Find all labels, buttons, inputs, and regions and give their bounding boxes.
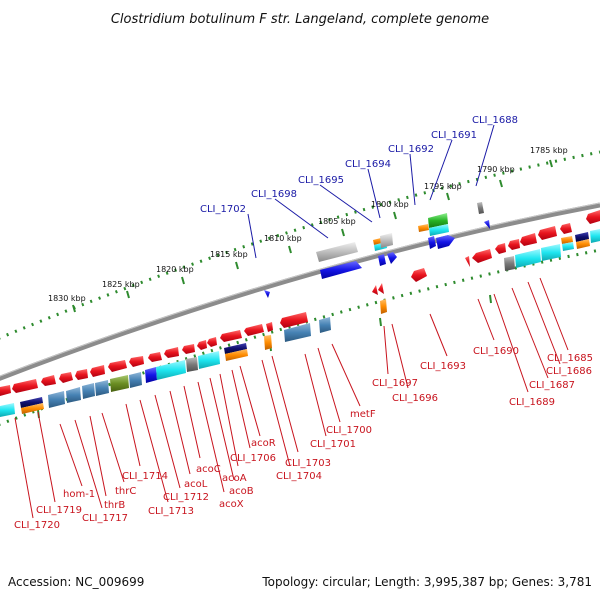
tick-label-1795: 1795 kbp (424, 182, 462, 191)
gene-cli-1696-box[interactable] (380, 299, 387, 314)
label-hom-1[interactable]: hom-1 (63, 489, 95, 500)
tick-label-1810: 1810 kbp (264, 234, 302, 243)
label-cli-1694[interactable]: CLI_1694 (345, 159, 391, 170)
gene-cli-1697-arrow[interactable] (372, 285, 378, 295)
label-cli-1713[interactable]: CLI_1713 (148, 506, 194, 517)
tick-label-1815: 1815 kbp (210, 250, 248, 259)
label-acol[interactable]: acoL (184, 479, 208, 490)
gene-acor-box[interactable] (224, 343, 247, 354)
label-cli-1690[interactable]: CLI_1690 (473, 346, 519, 357)
label-cli-1720[interactable]: CLI_1720 (14, 520, 60, 531)
gene-cli-1714-box[interactable] (110, 375, 129, 392)
forward-label-group: CLI_1702 CLI_1698 CLI_1695 CLI_1694 CLI_… (200, 115, 518, 259)
tick-label-1825: 1825 kbp (102, 280, 140, 289)
label-cli-1706[interactable]: CLI_1706 (230, 453, 276, 464)
gene-cli-1702-arrow[interactable] (320, 261, 362, 279)
label-thrb[interactable]: thrB (104, 500, 125, 511)
reverse-genes (0, 210, 600, 417)
label-acox[interactable]: acoX (219, 499, 244, 510)
gene-cli-1692-box[interactable] (428, 213, 448, 228)
label-cli-1703[interactable]: CLI_1703 (285, 458, 331, 469)
label-cli-1696[interactable]: CLI_1696 (392, 393, 438, 404)
gene-hom-1-box[interactable] (48, 391, 65, 408)
label-cli-1692[interactable]: CLI_1692 (388, 144, 434, 155)
gene-cli-1720-arrow[interactable] (0, 385, 11, 396)
tick-label-1805: 1805 kbp (318, 217, 356, 226)
genome-backbone (0, 202, 600, 381)
gene-cli-1690-arrow[interactable] (472, 249, 492, 263)
label-thrc[interactable]: thrC (115, 486, 136, 497)
label-cli-1714[interactable]: CLI_1714 (122, 471, 168, 482)
reverse-label-group: CLI_1720 CLI_1719 hom-1 CLI_1717 thrB th… (14, 277, 593, 531)
gene-cli-1691-arrow[interactable] (428, 236, 436, 249)
gene-cli-1698-arrow[interactable] (316, 242, 358, 262)
label-cli-1700[interactable]: CLI_1700 (326, 425, 372, 436)
gene-cli-1693-arrow[interactable] (411, 268, 427, 282)
label-cli-1695[interactable]: CLI_1695 (298, 175, 344, 186)
label-cli-1691[interactable]: CLI_1691 (431, 130, 477, 141)
label-cli-1712[interactable]: CLI_1712 (163, 492, 209, 503)
gene-cli-1688-box[interactable] (477, 202, 484, 214)
gene-cli-1701-box[interactable] (284, 323, 311, 342)
gene-cli-1689-box[interactable] (504, 256, 515, 271)
label-cli-1686[interactable]: CLI_1686 (546, 366, 592, 377)
label-cli-1704[interactable]: CLI_1704 (276, 471, 322, 482)
label-acor[interactable]: acoR (251, 438, 276, 449)
label-cli-1717[interactable]: CLI_1717 (82, 513, 128, 524)
label-cli-1702[interactable]: CLI_1702 (200, 204, 246, 215)
tick-label-1820: 1820 kbp (156, 265, 194, 274)
accession-text: Accession: NC_009699 (8, 575, 144, 589)
gene-acol-box[interactable] (145, 367, 157, 383)
gene-cli-1694-arrow[interactable] (378, 254, 386, 266)
label-acoc[interactable]: acoC (196, 464, 221, 475)
label-cli-1697[interactable]: CLI_1697 (372, 378, 418, 389)
label-cli-1688[interactable]: CLI_1688 (472, 115, 518, 126)
label-cli-1689[interactable]: CLI_1689 (509, 397, 555, 408)
gene-metf-box[interactable] (319, 317, 331, 333)
gene-cli-1694-box[interactable] (380, 233, 393, 248)
label-acob[interactable]: acoB (229, 486, 254, 497)
tick-label-1790: 1790 kbp (477, 165, 515, 174)
tick-label-1830: 1830 kbp (48, 294, 86, 303)
label-metf[interactable]: metF (350, 409, 376, 420)
label-cli-1698[interactable]: CLI_1698 (251, 189, 297, 200)
label-cli-1687[interactable]: CLI_1687 (529, 380, 575, 391)
map-title: Clostridium botulinum F str. Langeland, … (111, 12, 489, 27)
ruler-ticks: 1785 kbp 1790 kbp 1795 kbp 1800 kbp 1805… (37, 146, 568, 419)
label-cli-1693[interactable]: CLI_1693 (420, 361, 466, 372)
label-cli-1719[interactable]: CLI_1719 (36, 505, 82, 516)
tick-label-1785: 1785 kbp (530, 146, 568, 155)
topology-text: Topology: circular; Length: 3,995,387 bp… (261, 575, 592, 589)
gene-cli-1703-arrow[interactable] (280, 312, 308, 328)
gene-cli-1719-arrow[interactable] (12, 379, 38, 393)
tick-label-1800: 1800 kbp (371, 200, 409, 209)
label-acoa[interactable]: acoA (222, 473, 247, 484)
label-cli-1685[interactable]: CLI_1685 (547, 353, 593, 364)
forward-genes (264, 202, 490, 298)
label-cli-1701[interactable]: CLI_1701 (310, 439, 356, 450)
